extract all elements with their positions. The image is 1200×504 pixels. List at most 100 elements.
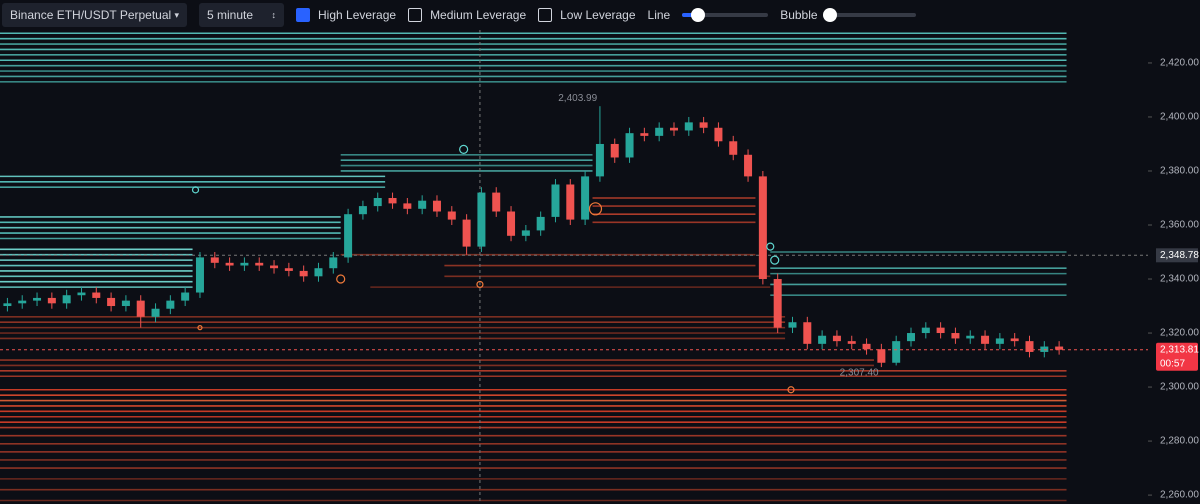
caret: ▾ [174,9,179,20]
slider-label: Line [647,8,671,22]
checkbox[interactable] [296,8,310,22]
sliders: Line Bubble [636,8,916,22]
slider-track[interactable] [822,8,916,22]
candle-body [77,292,86,296]
candle-body [1025,341,1034,352]
candle-body [344,214,353,258]
y-tick-label: 2,260.00 [1160,490,1199,501]
candle-body [699,122,708,128]
candle-body [210,257,219,263]
candle-body [773,279,782,328]
slider-knob[interactable] [690,8,705,22]
candle-body [358,206,367,215]
candle-body [936,327,945,334]
option-label: High Leverage [318,8,397,22]
candle-body [595,143,604,177]
candle-body [388,197,397,204]
bubble [787,386,795,394]
interval-select[interactable]: 5 minute ↕ [199,3,284,27]
checkbox[interactable] [538,8,553,22]
candle-body [684,122,693,131]
candle-body [1040,346,1049,352]
option-label: Low Leverage [560,8,636,22]
candle-body [669,127,678,131]
options: High Leverage Medium Leverage Low Leverage [284,8,636,22]
candle-body [299,270,308,277]
bubble [336,274,346,284]
slider: Line [648,8,769,22]
candle-body [195,257,204,293]
candle-body [181,292,190,301]
y-tick-label: 2,280.00 [1160,436,1199,447]
candle-body [33,297,42,301]
option[interactable]: Low Leverage [538,8,636,22]
candle-body [536,216,545,231]
option[interactable]: Medium Leverage [408,8,526,22]
last-price-label: 2,313.81 [1160,344,1199,355]
slider-knob[interactable] [822,8,837,22]
candle-body [447,211,456,220]
price-axis [1148,30,1200,504]
candle-body [581,176,590,220]
y-tick-label: 2,340.00 [1160,274,1199,285]
candle-body [3,303,12,307]
candle-body [373,197,382,207]
candle-body [403,203,412,209]
option-label: Medium Leverage [430,8,527,22]
candle-body [714,127,723,142]
candle-body [625,133,634,158]
candle-body [640,133,649,136]
price-annotation: 2,307.40 [840,368,879,379]
candle-body [92,292,101,298]
candle-body [788,322,797,328]
toolbar: Binance ETH/USDT Perpetual ▾ 5 minute ↕ Hi… [0,0,1200,30]
option[interactable]: High Leverage [296,8,396,22]
candle-body [877,349,886,363]
candle-body [921,327,930,334]
caret: ↕ [271,10,277,20]
candle-body [166,300,175,309]
candle-body [18,300,27,304]
countdown: 00:57 [1160,358,1185,369]
candle-body [151,308,160,317]
bubble [191,186,200,194]
candle-body [906,333,915,342]
candle-body [136,300,145,317]
candle-body [477,192,486,247]
candle-body [818,335,827,344]
candle-body [521,230,530,236]
crosshair-label-bg [1156,248,1198,263]
checkbox[interactable] [408,8,423,22]
y-tick-label: 2,320.00 [1160,328,1199,339]
y-tick-label: 2,420.00 [1160,58,1199,69]
chart: 2,260.00 2,280.00 2,300.00 2,320.00 2,340.00… [0,30,1200,504]
candle-body [462,219,471,247]
candle-body [418,200,427,209]
candle-body [329,257,338,269]
candle-body [655,127,664,136]
candle-body [610,143,619,158]
exchange: Binance ETH/USDT Perpetual [10,8,172,22]
candle-body [729,141,738,155]
last-price-bg [1156,342,1198,371]
candle-body [1010,338,1019,342]
candle-body [432,200,441,212]
candle-body [803,322,812,344]
candle-body [1055,346,1064,350]
candle-body [62,295,71,304]
slider: Bubble [780,8,916,22]
candle-body [255,262,264,266]
candle-body [551,184,560,217]
slider-fill [682,13,698,17]
candle-body [284,268,293,271]
y-tick-label: 2,360.00 [1160,220,1199,231]
candle-body [892,341,901,363]
candle-body [758,176,767,280]
bubble [770,255,780,265]
candle-body [107,297,116,307]
exchange-select[interactable]: Binance ETH/USDT Perpetual ▾ [2,3,187,27]
slider-track[interactable] [682,8,769,22]
bubble [459,144,469,154]
candle-body [966,335,975,339]
